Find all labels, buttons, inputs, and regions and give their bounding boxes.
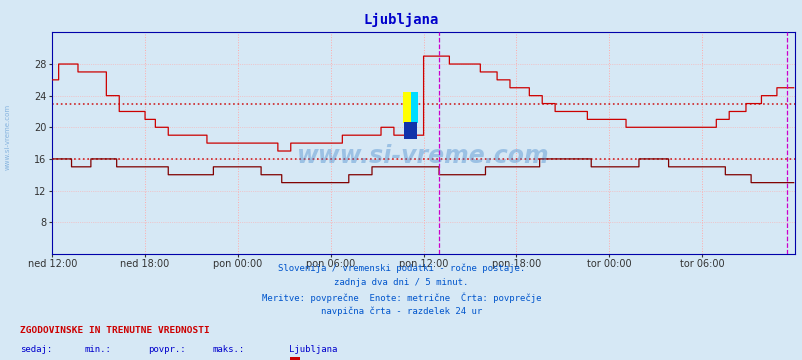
Text: sedaj:: sedaj: bbox=[20, 345, 52, 354]
Text: www.si-vreme.com: www.si-vreme.com bbox=[5, 104, 11, 170]
Text: Slovenija / vremenski podatki - ročne postaje.: Slovenija / vremenski podatki - ročne po… bbox=[277, 264, 525, 273]
Bar bbox=[410, 92, 418, 123]
Text: zadnja dva dni / 5 minut.: zadnja dva dni / 5 minut. bbox=[334, 278, 468, 287]
Bar bbox=[403, 122, 416, 139]
Text: Ljubljana: Ljubljana bbox=[289, 345, 337, 354]
Text: www.si-vreme.com: www.si-vreme.com bbox=[297, 144, 549, 168]
Bar bbox=[403, 92, 410, 123]
Text: Meritve: povprečne  Enote: metrične  Črta: povprečje: Meritve: povprečne Enote: metrične Črta:… bbox=[261, 292, 541, 303]
Text: ZGODOVINSKE IN TRENUTNE VREDNOSTI: ZGODOVINSKE IN TRENUTNE VREDNOSTI bbox=[20, 326, 209, 335]
Text: maks.:: maks.: bbox=[213, 345, 245, 354]
Text: povpr.:: povpr.: bbox=[148, 345, 186, 354]
Text: navpična črta - razdelek 24 ur: navpična črta - razdelek 24 ur bbox=[321, 307, 481, 316]
Text: Ljubljana: Ljubljana bbox=[363, 13, 439, 27]
Text: min.:: min.: bbox=[84, 345, 111, 354]
